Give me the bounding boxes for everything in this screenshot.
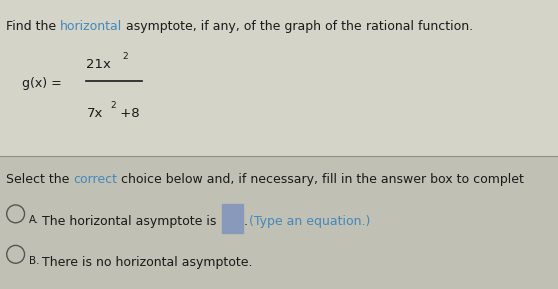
Text: B.: B. bbox=[29, 256, 40, 266]
Text: 2: 2 bbox=[110, 101, 116, 110]
Text: A.: A. bbox=[29, 215, 40, 225]
Text: 2: 2 bbox=[122, 52, 128, 61]
Text: Select the: Select the bbox=[6, 173, 73, 186]
Text: 7x: 7x bbox=[86, 107, 103, 120]
FancyBboxPatch shape bbox=[222, 204, 243, 233]
Text: rational function.: rational function. bbox=[365, 20, 473, 33]
Text: 21x: 21x bbox=[86, 58, 112, 71]
Text: choice below and, if necessary, fill in the answer box to complet: choice below and, if necessary, fill in … bbox=[117, 173, 524, 186]
Text: horizontal: horizontal bbox=[60, 20, 122, 33]
Text: correct: correct bbox=[73, 173, 117, 186]
Text: .: . bbox=[244, 215, 252, 228]
Text: asymptote, if any, of the graph of the: asymptote, if any, of the graph of the bbox=[122, 20, 365, 33]
Text: +8: +8 bbox=[116, 107, 139, 120]
Text: There is no horizontal asymptote.: There is no horizontal asymptote. bbox=[38, 256, 252, 269]
Text: Find the: Find the bbox=[6, 20, 60, 33]
Text: The horizontal asymptote is: The horizontal asymptote is bbox=[38, 215, 220, 228]
Bar bbox=[0, 156, 558, 289]
Text: (Type an equation.): (Type an equation.) bbox=[249, 215, 371, 228]
Text: g(x) =: g(x) = bbox=[22, 77, 62, 90]
